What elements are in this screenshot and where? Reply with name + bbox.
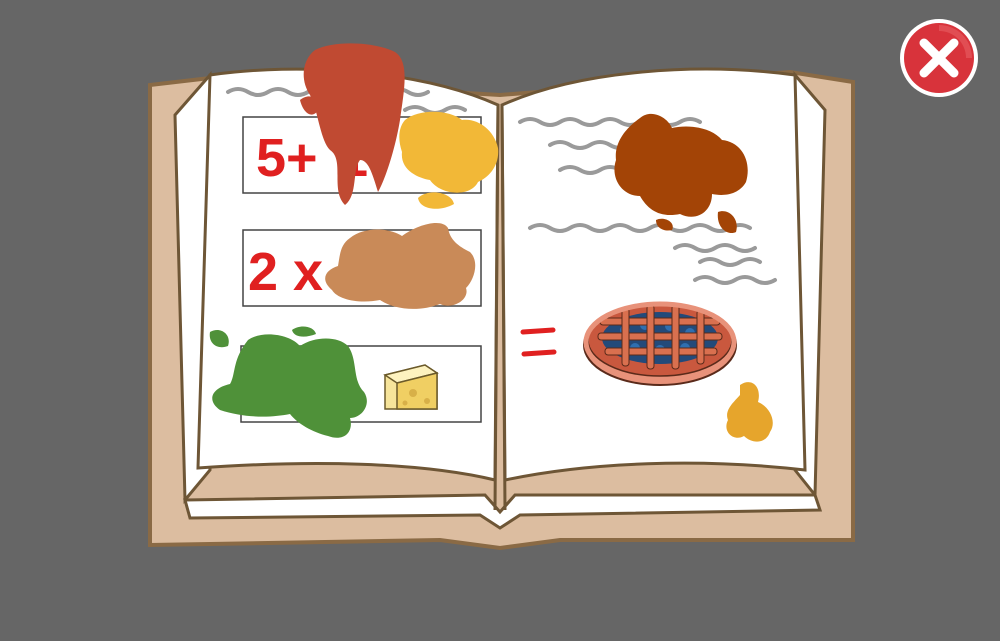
equation-2-text: 2 x	[248, 242, 323, 302]
equals-sign	[520, 327, 557, 357]
stain-tan	[325, 222, 476, 309]
book-spine	[493, 104, 507, 511]
close-button[interactable]	[898, 17, 980, 99]
equation-1-text: 5+	[256, 128, 318, 188]
stain-yellow	[399, 111, 499, 209]
stain-red	[300, 43, 405, 205]
cheese-icon	[383, 364, 439, 410]
equation-box-2	[242, 229, 482, 307]
close-icon	[900, 19, 978, 97]
stain-brown	[614, 113, 748, 234]
pie-icon	[583, 301, 737, 386]
stain-gold	[726, 382, 773, 442]
stain-green	[209, 326, 367, 438]
